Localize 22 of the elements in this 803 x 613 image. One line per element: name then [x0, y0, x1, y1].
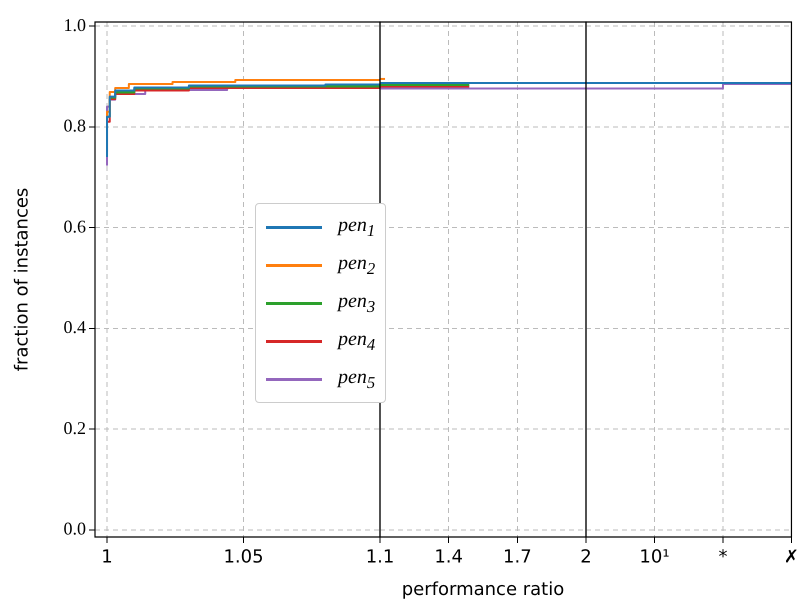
- x-tick-label: 1.7: [503, 546, 532, 568]
- y-tick-label: 0.4: [64, 317, 86, 338]
- x-tick-label: 1: [101, 546, 113, 568]
- y-axis-title: fraction of instances: [11, 188, 32, 372]
- legend-label: pen$_{2}$: [338, 252, 376, 278]
- legend-label: pen$_{4}$: [338, 328, 376, 354]
- x-tick-label: *: [718, 546, 728, 568]
- legend-label: pen$_{5}$: [338, 366, 376, 392]
- x-tick-label: 10¹: [639, 546, 670, 568]
- x-axis-title: performance ratio: [402, 578, 564, 600]
- y-tick-label: 0.6: [64, 216, 86, 236]
- y-tick-label: 1.0: [64, 14, 86, 35]
- x-tick-label: 1.05: [223, 546, 264, 568]
- x-tick-label: 1.1: [366, 546, 394, 568]
- y-tick-label: 0.8: [64, 116, 86, 136]
- x-tick-label: 2: [580, 546, 592, 568]
- x-tick-label: ✗: [784, 546, 800, 568]
- x-tick-label: 1.4: [434, 546, 463, 568]
- legend-label: pen$_{1}$: [338, 214, 376, 240]
- legend-label: pen$_{3}$: [338, 290, 376, 316]
- y-tick-label: 0.0: [64, 518, 86, 539]
- y-tick-label: 0.2: [64, 418, 86, 438]
